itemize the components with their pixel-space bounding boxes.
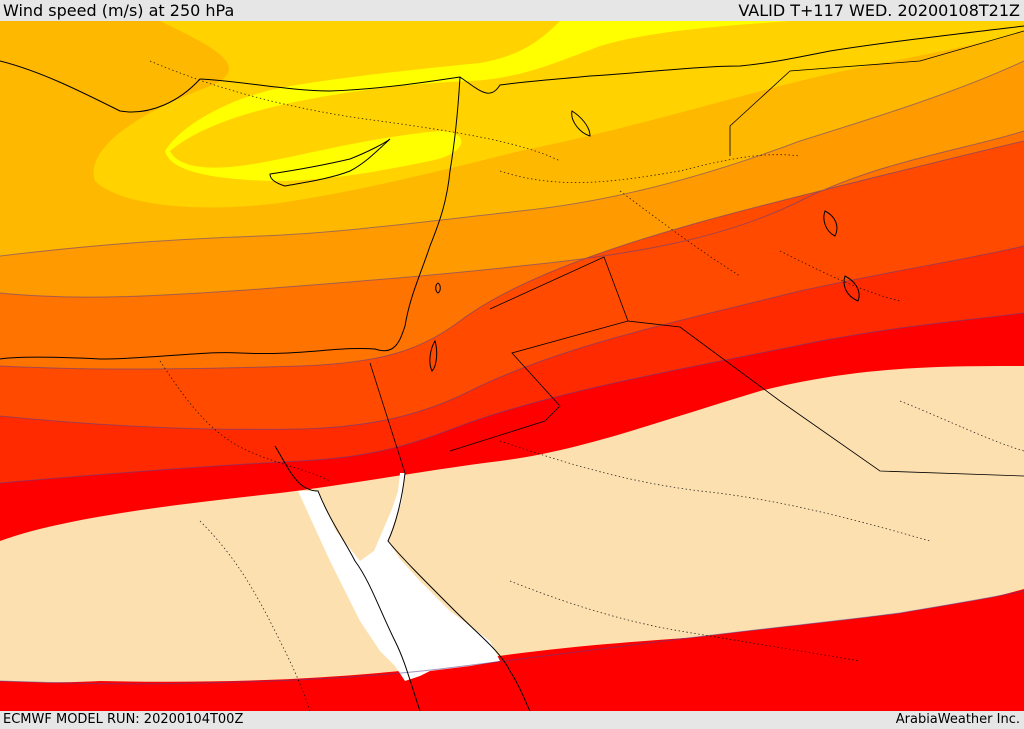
valid-time: VALID T+117 WED. 20200108T21Z [738,1,1020,20]
provincial-boundaries [149,60,1024,711]
model-run: ECMWF MODEL RUN: 20200104T00Z [3,712,244,727]
contour-lines [0,60,1024,685]
map-footer: ECMWF MODEL RUN: 20200104T00Z ArabiaWeat… [0,711,1024,729]
credit: ArabiaWeather Inc. [895,712,1020,727]
borders [369,30,1024,477]
map-header: Wind speed (m/s) at 250 hPa VALID T+117 … [0,0,1024,21]
map-title: Wind speed (m/s) at 250 hPa [3,1,235,20]
red-sea [298,473,500,681]
wind-speed-map [0,21,1024,711]
band-yellow [165,21,790,181]
region-calm [0,366,1024,683]
map-canvas [0,21,1024,711]
band-jet-south [0,591,1024,711]
coastlines [0,25,1024,711]
